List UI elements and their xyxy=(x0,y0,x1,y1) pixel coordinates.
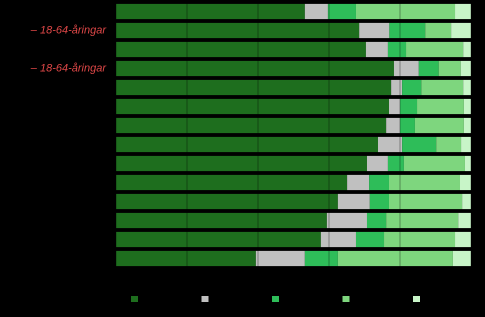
legend-marker xyxy=(272,296,279,302)
bar-segment xyxy=(455,3,471,20)
bar-segment xyxy=(388,193,463,210)
legend-marker xyxy=(131,296,138,302)
bar-segment xyxy=(347,174,370,191)
bar-segment xyxy=(462,193,471,210)
y-tick-label: – 18-64-åringar xyxy=(30,24,108,36)
bar-segment xyxy=(116,174,348,191)
legend-marker xyxy=(201,296,209,302)
bar-segment xyxy=(116,231,321,248)
bar-segment xyxy=(386,212,459,229)
legend-marker xyxy=(342,296,350,302)
bar-segment xyxy=(438,60,461,77)
bar-segment xyxy=(116,79,392,96)
y-tick-label: – 18-64-åringar xyxy=(30,62,108,74)
bar-segment xyxy=(327,3,356,20)
bar-segment xyxy=(418,60,439,77)
bar-segment xyxy=(402,136,437,153)
bar-segment xyxy=(463,98,471,115)
bar-segment xyxy=(337,193,370,210)
bar-segment xyxy=(461,136,471,153)
bar-segment xyxy=(116,155,367,172)
bar-segment xyxy=(388,98,400,115)
bar-segment xyxy=(116,250,256,267)
bar-segment xyxy=(452,250,471,267)
bar-segment xyxy=(304,250,338,267)
bar-segment xyxy=(459,174,471,191)
bar-segment xyxy=(369,174,389,191)
bar-segment xyxy=(402,79,422,96)
bar-segment xyxy=(400,98,418,115)
bar-segment xyxy=(458,212,471,229)
bar-segment xyxy=(355,231,385,248)
bar-segment xyxy=(365,41,388,58)
bar-segment xyxy=(425,22,452,39)
bar-segment xyxy=(116,136,378,153)
bar-segment xyxy=(116,22,360,39)
bar-segment xyxy=(384,231,456,248)
bar-segment xyxy=(464,155,471,172)
bar-segment xyxy=(304,3,328,20)
bar-segment xyxy=(369,193,389,210)
bar-segment xyxy=(406,41,464,58)
bar-segment xyxy=(389,22,426,39)
bar-segment xyxy=(326,212,367,229)
bar-segment xyxy=(337,250,453,267)
bar-segment xyxy=(116,117,387,134)
bar-segment xyxy=(377,136,403,153)
bar-segment xyxy=(359,22,390,39)
bar-segment xyxy=(455,231,471,248)
bar-segment xyxy=(400,117,415,134)
bar-segment xyxy=(116,3,305,20)
bar-segment xyxy=(387,155,404,172)
bar-segment xyxy=(451,22,471,39)
bar-segment xyxy=(436,136,462,153)
bar-segment xyxy=(116,98,389,115)
bar-segment xyxy=(460,60,471,77)
bar-segment xyxy=(391,79,403,96)
bar-segment xyxy=(463,41,471,58)
bar-segment xyxy=(255,250,305,267)
bar-segment xyxy=(417,98,464,115)
bar-segment xyxy=(366,155,388,172)
bar-segment xyxy=(463,117,471,134)
bar-segment xyxy=(414,117,464,134)
bar-segment xyxy=(386,117,400,134)
bar-segment xyxy=(421,79,464,96)
bar-segment xyxy=(355,3,456,20)
bar-segment xyxy=(463,79,471,96)
bar-segment xyxy=(387,41,407,58)
bar-segment xyxy=(320,231,356,248)
legend-marker xyxy=(413,296,420,302)
bar-segment xyxy=(366,212,387,229)
bar-segment xyxy=(116,60,394,77)
bar-segment xyxy=(393,60,419,77)
bar-segment xyxy=(116,212,327,229)
bar-segment xyxy=(388,174,460,191)
bar-segment xyxy=(116,193,338,210)
bar-segment xyxy=(403,155,465,172)
bar-segment xyxy=(116,41,366,58)
